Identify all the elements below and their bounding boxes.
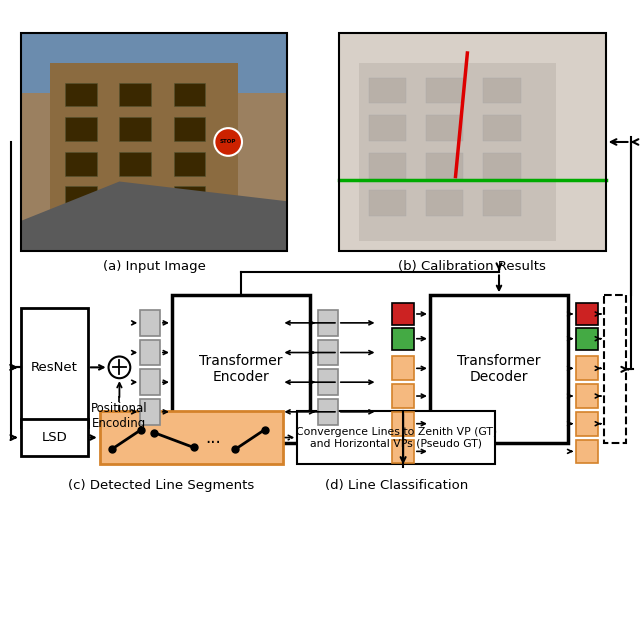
Text: Transformer
Encoder: Transformer Encoder <box>199 354 283 384</box>
Bar <box>483 78 521 104</box>
Circle shape <box>109 356 131 378</box>
Text: (d) Line Classification: (d) Line Classification <box>324 479 468 492</box>
Bar <box>318 369 338 395</box>
Bar <box>65 82 97 106</box>
Text: Positional
Encoding: Positional Encoding <box>91 402 148 430</box>
Bar <box>120 82 151 106</box>
Bar <box>120 152 151 175</box>
Bar <box>483 190 521 216</box>
Bar <box>120 187 151 210</box>
Bar <box>426 190 463 216</box>
Bar <box>576 356 598 380</box>
Circle shape <box>214 128 242 156</box>
Bar <box>369 115 406 141</box>
Bar <box>20 33 287 251</box>
Text: Convergence Lines to Zenith VP (GT)
and Horizontal VPs (Pseudo GT): Convergence Lines to Zenith VP (GT) and … <box>296 427 497 448</box>
Bar <box>483 115 521 141</box>
Bar <box>392 303 414 325</box>
Bar <box>65 117 97 141</box>
Bar <box>358 63 556 241</box>
Bar <box>65 152 97 175</box>
Bar <box>392 439 414 463</box>
Bar <box>369 153 406 178</box>
Bar <box>318 399 338 425</box>
Bar <box>339 33 606 251</box>
Text: (b) Calibration Results: (b) Calibration Results <box>398 260 547 273</box>
Bar <box>174 117 205 141</box>
Bar <box>576 412 598 436</box>
Bar <box>604 295 625 444</box>
Bar <box>483 153 521 178</box>
Bar <box>20 33 287 251</box>
Bar <box>392 412 414 436</box>
Bar <box>100 411 282 464</box>
Bar <box>426 78 463 104</box>
Bar <box>172 295 310 444</box>
Bar <box>174 152 205 175</box>
Bar <box>174 82 205 106</box>
Bar <box>430 295 568 444</box>
Bar <box>369 190 406 216</box>
Bar <box>426 153 463 178</box>
Text: Transformer
Decoder: Transformer Decoder <box>457 354 541 384</box>
Bar <box>140 310 160 336</box>
Text: ResNet: ResNet <box>31 361 77 374</box>
Bar <box>576 439 598 463</box>
Bar <box>392 356 414 380</box>
Bar <box>426 115 463 141</box>
Text: (c) Detected Line Segments: (c) Detected Line Segments <box>68 479 255 492</box>
Polygon shape <box>20 182 287 251</box>
Bar <box>369 78 406 104</box>
Bar <box>20 419 88 456</box>
Text: ...: ... <box>205 429 221 447</box>
Bar <box>318 339 338 366</box>
Bar <box>140 339 160 366</box>
Bar <box>140 369 160 395</box>
Text: LSD: LSD <box>42 431 67 444</box>
Bar <box>50 63 238 231</box>
Bar <box>174 187 205 210</box>
Bar <box>65 187 97 210</box>
Bar <box>318 310 338 336</box>
Bar <box>140 399 160 425</box>
Bar <box>392 384 414 408</box>
Bar <box>298 411 495 464</box>
Bar <box>20 308 88 427</box>
Text: (a) Input Image: (a) Input Image <box>102 260 205 273</box>
Bar <box>576 328 598 349</box>
Bar <box>392 328 414 349</box>
Text: STOP: STOP <box>220 140 236 145</box>
Bar <box>576 384 598 408</box>
Bar <box>120 117 151 141</box>
Bar <box>339 33 606 251</box>
Bar <box>20 92 287 251</box>
Bar <box>576 303 598 325</box>
